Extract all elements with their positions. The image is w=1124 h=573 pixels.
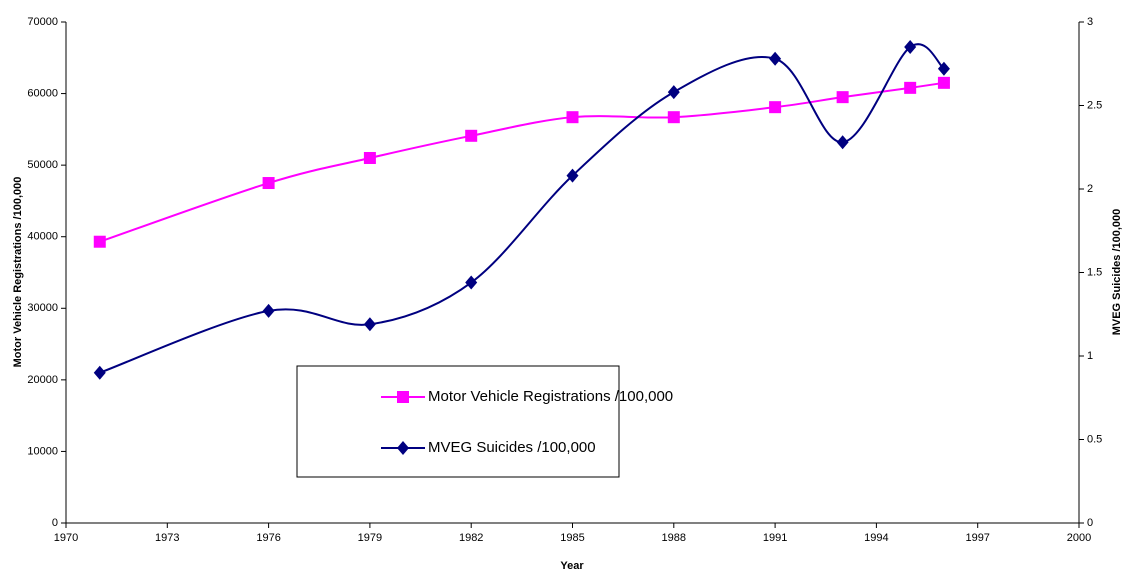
marker bbox=[397, 391, 409, 403]
marker bbox=[836, 91, 849, 104]
marker bbox=[566, 111, 579, 124]
marker bbox=[566, 168, 579, 183]
x-tick-label: 1988 bbox=[662, 532, 686, 544]
marker bbox=[836, 135, 849, 150]
y-tick-label: 0 bbox=[52, 517, 58, 529]
marker bbox=[667, 111, 680, 124]
y2-tick-label: 0 bbox=[1087, 517, 1093, 529]
series-line bbox=[99, 43, 945, 374]
x-tick-label: 1979 bbox=[358, 532, 382, 544]
marker bbox=[769, 101, 782, 114]
marker bbox=[904, 40, 917, 55]
y-tick-label: 10000 bbox=[27, 445, 58, 457]
marker bbox=[262, 303, 275, 318]
y-tick-label: 50000 bbox=[27, 159, 58, 171]
x-tick-label: 1976 bbox=[256, 532, 280, 544]
y2-tick-label: 1 bbox=[1087, 350, 1093, 362]
marker bbox=[397, 441, 409, 455]
x-tick-label: 1982 bbox=[459, 532, 483, 544]
marker bbox=[465, 275, 478, 290]
marker bbox=[465, 129, 478, 142]
marker bbox=[769, 51, 782, 66]
x-tick-label: 1985 bbox=[560, 532, 584, 544]
y-axis-title: Motor Vehicle Registrations /100,000 bbox=[12, 177, 24, 368]
y-tick-label: 60000 bbox=[27, 87, 58, 99]
series-line bbox=[99, 81, 945, 243]
x-tick-label: 1991 bbox=[763, 532, 787, 544]
y2-tick-label: 2 bbox=[1087, 183, 1093, 195]
x-tick-label: 1997 bbox=[965, 532, 989, 544]
y-tick-label: 30000 bbox=[27, 302, 58, 314]
y2-tick-label: 1.5 bbox=[1087, 266, 1102, 278]
marker bbox=[363, 151, 376, 164]
y2-axis-title: MVEG Suicides /100,000 bbox=[1111, 209, 1123, 336]
marker bbox=[93, 365, 106, 380]
x-tick-label: 1994 bbox=[864, 532, 888, 544]
y2-tick-label: 2.5 bbox=[1087, 99, 1102, 111]
legend-label: MVEG Suicides /100,000 bbox=[428, 439, 596, 456]
marker bbox=[262, 177, 275, 190]
y-tick-label: 20000 bbox=[27, 374, 58, 386]
marker bbox=[904, 81, 917, 94]
x-tick-label: 1970 bbox=[54, 532, 78, 544]
legend-label: Motor Vehicle Registrations /100,000 bbox=[428, 388, 673, 405]
marker bbox=[937, 76, 950, 89]
x-axis-title: Year bbox=[560, 560, 584, 572]
marker bbox=[667, 85, 680, 100]
x-tick-label: 1973 bbox=[155, 532, 179, 544]
marker bbox=[937, 61, 950, 76]
y2-tick-label: 3 bbox=[1087, 16, 1093, 28]
marker bbox=[93, 235, 106, 248]
x-tick-label: 2000 bbox=[1067, 532, 1091, 544]
y-tick-label: 70000 bbox=[27, 16, 58, 28]
y-tick-label: 40000 bbox=[27, 231, 58, 243]
legend-box bbox=[296, 365, 620, 478]
marker bbox=[363, 317, 376, 332]
y2-tick-label: 0.5 bbox=[1087, 433, 1102, 445]
